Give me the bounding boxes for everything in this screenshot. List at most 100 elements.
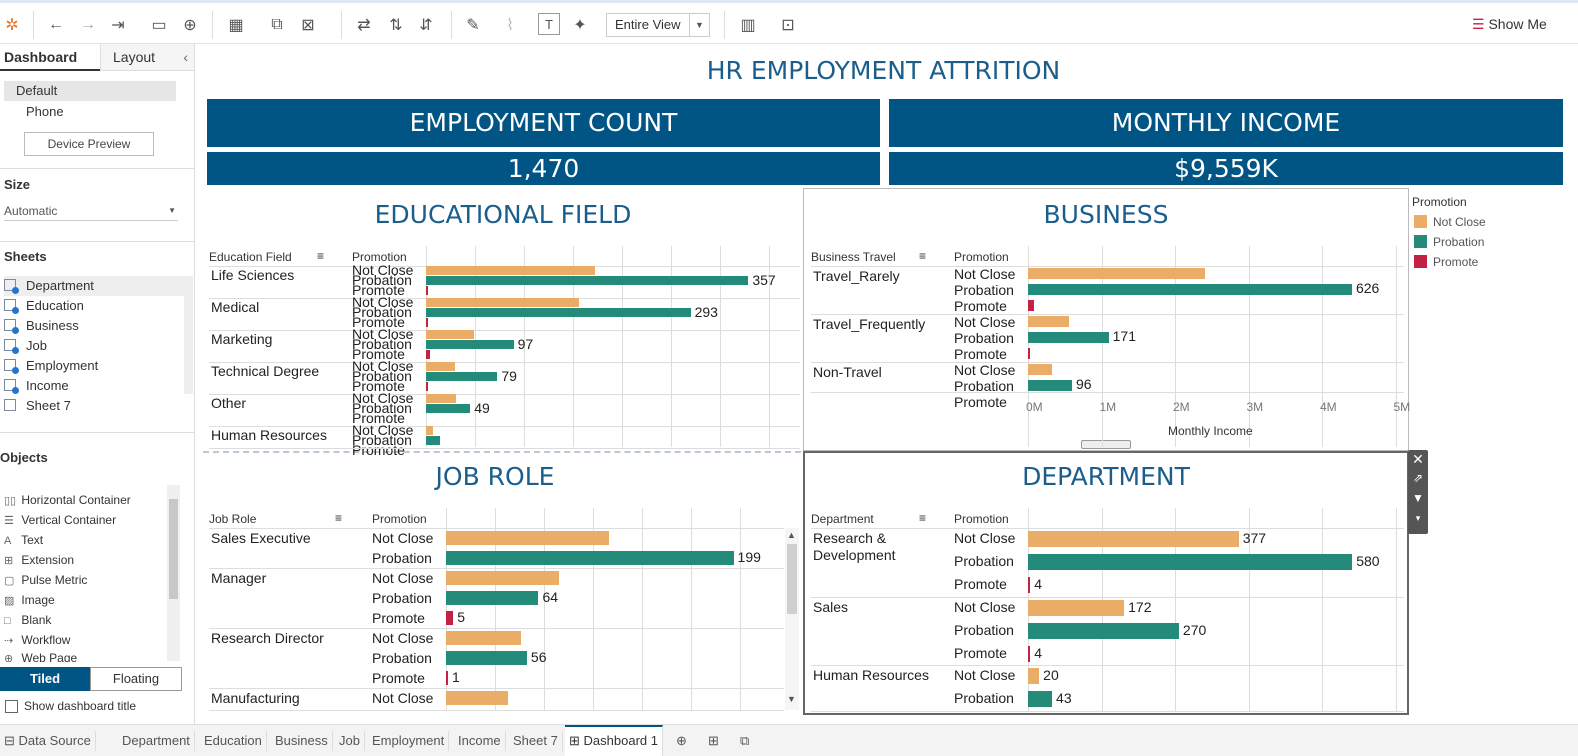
object-pulse-metric[interactable]: ▢ Pulse Metric [4,570,87,590]
bar-probation[interactable] [1028,691,1053,707]
sort-desc-icon[interactable]: ⇵ [419,17,433,34]
highlight-icon[interactable]: ✎ [466,17,480,34]
show-cards-icon[interactable]: ▥ [740,17,756,34]
bar-not-close[interactable] [1028,364,1053,375]
bar-probation[interactable] [1028,623,1179,639]
replay-icon[interactable]: ⇥ [111,17,125,34]
new-dashboard-icon[interactable]: ⊞ [708,733,719,748]
sheet-item-business[interactable]: Business [4,316,184,336]
object-workflow[interactable]: ⇢ Workflow [4,630,70,650]
tableau-logo-icon[interactable]: ✲ [5,17,19,34]
new-worksheet-icon[interactable]: ▦ [228,17,244,34]
close-icon[interactable]: ✕ [1412,451,1424,467]
business-sheet-frame[interactable] [803,188,1409,451]
tab-job[interactable]: Job [335,731,365,751]
new-story-icon[interactable]: ⧉ [740,733,750,748]
pin-icon[interactable]: ✦ [573,17,587,34]
bar-probation[interactable] [446,591,539,605]
show-me-button[interactable]: ☰ Show Me [1472,16,1547,33]
legend-item-probation[interactable]: Probation [1414,234,1484,250]
tab-dashboard-1[interactable]: ⊞ Dashboard 1 [565,725,663,756]
sheet-item-income[interactable]: Income [4,376,184,396]
collapse-icon[interactable]: ‹ [183,49,188,65]
tab-education[interactable]: Education [200,731,267,751]
tab-sheet-7[interactable]: Sheet 7 [509,731,563,751]
department-sheet-frame[interactable] [803,451,1409,715]
filter-icon[interactable]: ▼ [1412,491,1424,505]
sheet-item-employment[interactable]: Employment [4,356,184,376]
bar-not-close[interactable] [426,394,456,403]
bar-not-close[interactable] [1028,268,1206,279]
undo-icon[interactable]: ← [48,16,64,33]
bar-promote[interactable] [426,286,428,295]
sheet-item-department[interactable]: Department [4,276,184,296]
scroll-thumb[interactable] [169,499,178,599]
device-default[interactable]: Default [4,81,176,101]
scroll-up-icon[interactable]: ▲ [787,530,796,540]
bar-not-close[interactable] [446,571,559,585]
tiled-button[interactable]: Tiled [0,667,90,691]
bar-not-close[interactable] [1028,531,1239,547]
resize-handle[interactable] [1081,440,1131,449]
bar-not-close[interactable] [1028,600,1125,616]
sort-icon[interactable]: ≡ [317,249,325,263]
object-extension[interactable]: ⊞ Extension [4,550,74,570]
new-worksheet-icon[interactable]: ⊕ [676,733,687,748]
bar-not-close[interactable] [426,266,595,275]
sheet-item-job[interactable]: Job [4,336,184,356]
bar-not-close[interactable] [426,298,579,307]
tab-employment[interactable]: Employment [368,731,450,751]
bar-promote[interactable] [1028,646,1031,662]
bar-not-close[interactable] [1028,668,1040,684]
bar-probation[interactable] [1028,284,1352,295]
go-to-sheet-icon[interactable]: ⇗ [1412,471,1424,485]
tab-department[interactable]: Department [118,731,195,751]
bar-not-close[interactable] [446,691,509,705]
bar-not-close[interactable] [426,362,455,371]
bar-not-close[interactable] [426,330,474,339]
sheet-item-sheet-7[interactable]: Sheet 7 [4,396,184,416]
size-select[interactable]: Automatic ▼ [4,201,178,221]
bar-promote[interactable] [426,382,428,391]
text-icon[interactable]: T [538,13,560,35]
bar-probation[interactable] [1028,554,1353,570]
duplicate-icon[interactable]: ⧉ [271,16,283,33]
object-web-page[interactable]: ⊕ Web Page [4,650,77,662]
floating-button[interactable]: Floating [90,667,182,691]
sort-asc-icon[interactable]: ⇅ [389,17,403,34]
device-phone[interactable]: Phone [26,104,64,119]
bar-probation[interactable] [426,372,498,381]
object-vertical-container[interactable]: ☰ Vertical Container [4,510,116,530]
bar-probation[interactable] [426,308,691,317]
bar-promote[interactable] [426,350,430,359]
scroll-thumb[interactable] [787,544,797,614]
sort-icon[interactable]: ≡ [919,249,927,263]
bar-not-close[interactable] [1028,316,1070,327]
tab-data-source[interactable]: ⊟ Data Source [0,731,96,751]
bar-promote[interactable] [1028,300,1034,311]
presentation-icon[interactable]: ⊡ [781,17,795,34]
bar-not-close[interactable] [426,426,434,435]
swap-icon[interactable]: ⇄ [357,17,371,34]
bar-probation[interactable] [426,340,514,349]
bar-promote[interactable] [1028,348,1030,359]
scroll-down-icon[interactable]: ▼ [787,694,796,704]
tab-dashboard[interactable]: Dashboard [0,44,100,71]
object-image[interactable]: ▨ Image [4,590,55,610]
bar-probation[interactable] [446,651,527,665]
clear-icon[interactable]: ⊠ [301,17,315,34]
bar-promote[interactable] [426,318,428,327]
bar-probation[interactable] [446,551,734,565]
legend-item-not-close[interactable]: Not Close [1414,214,1486,230]
more-options-icon[interactable]: ▾ [1415,513,1421,523]
object-blank[interactable]: □ Blank [4,610,51,630]
sheets-scrollbar[interactable] [184,276,193,394]
bar-not-close[interactable] [446,631,522,645]
redo-icon[interactable]: → [80,16,96,33]
legend-item-promote[interactable]: Promote [1414,254,1478,270]
save-icon[interactable]: ▭ [151,17,167,34]
bar-probation[interactable] [426,436,441,445]
job-role-scrollbar[interactable]: ▲ ▼ [785,528,799,710]
bar-promote[interactable] [1028,577,1031,593]
sort-icon[interactable]: ≡ [919,511,927,525]
